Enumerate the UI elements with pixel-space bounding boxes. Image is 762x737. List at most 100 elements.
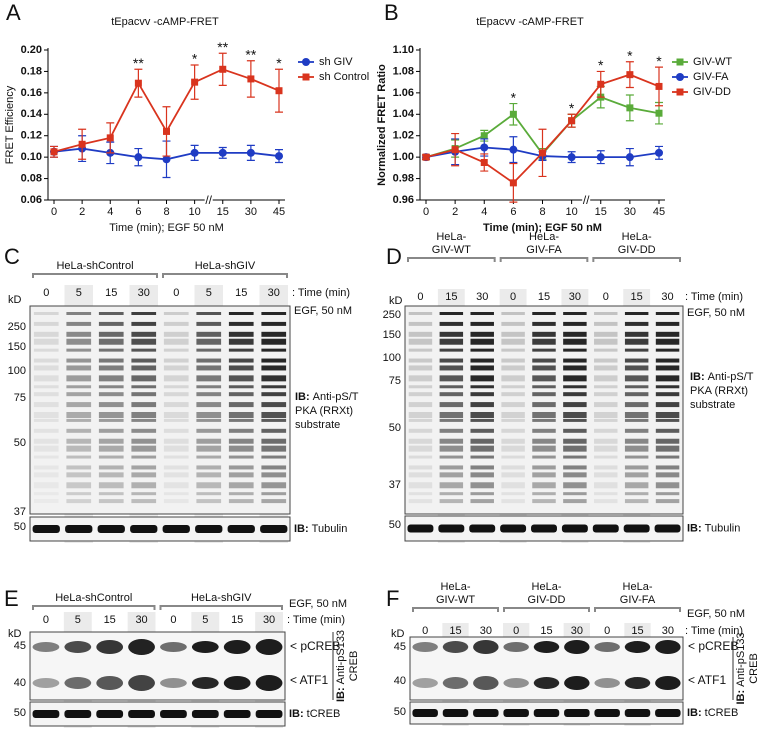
x-tick-label: 6 — [510, 206, 516, 218]
band — [66, 331, 92, 337]
panel-letter: F — [386, 586, 399, 611]
data-point — [246, 148, 255, 157]
band — [655, 465, 680, 470]
band — [532, 472, 556, 478]
data-point — [163, 127, 170, 135]
axis-break-gap — [204, 197, 213, 203]
legend-marker — [302, 73, 310, 81]
lane-label: 30 — [268, 287, 280, 299]
band — [98, 445, 124, 452]
band — [163, 331, 189, 337]
loading-antibody: IB: Tubulin — [294, 523, 347, 535]
antibody-label: substrate — [690, 399, 735, 411]
band — [131, 482, 157, 489]
marker-label: 50 — [389, 422, 401, 434]
band-label: < ATF1 — [688, 673, 726, 687]
band — [408, 412, 433, 418]
band — [163, 418, 189, 422]
band — [196, 358, 222, 363]
loading-band — [191, 710, 219, 718]
band — [470, 418, 494, 422]
group-bracket — [162, 273, 288, 278]
band — [98, 438, 124, 444]
band — [223, 640, 251, 654]
band — [163, 365, 189, 371]
band — [261, 358, 287, 363]
band-label: < pCREB — [290, 639, 340, 653]
loading-band — [223, 710, 251, 718]
band — [470, 465, 494, 470]
band — [96, 640, 124, 654]
band — [408, 385, 433, 389]
band — [228, 492, 254, 496]
band — [128, 639, 155, 655]
band — [228, 358, 254, 363]
y-axis-label: FRET Efficiency — [4, 85, 16, 164]
band — [261, 438, 287, 444]
band — [408, 445, 433, 452]
band — [470, 428, 494, 433]
band — [563, 499, 587, 504]
band — [131, 385, 157, 389]
time-label: : Time (min) — [685, 291, 743, 303]
band — [439, 482, 464, 489]
antibody-label: CREB — [748, 653, 760, 684]
band — [98, 358, 124, 363]
band — [33, 438, 59, 444]
loading-antibody: IB: tCREB — [687, 707, 738, 719]
loading-prefix: IB: — [294, 523, 309, 535]
antibody-line: PKA (RRXt) — [295, 405, 353, 417]
band — [473, 676, 499, 690]
band — [532, 465, 556, 470]
band — [470, 412, 494, 418]
band — [66, 402, 92, 408]
data-point — [134, 153, 143, 162]
group-label: GIV-DD — [618, 244, 656, 256]
band — [655, 428, 680, 433]
loading-band — [442, 709, 469, 717]
band — [624, 402, 649, 408]
band — [33, 472, 59, 478]
group-label: HeLa- — [436, 231, 466, 243]
lane-label: 5 — [202, 614, 208, 626]
band — [563, 402, 587, 408]
band — [131, 348, 157, 352]
band — [196, 385, 222, 389]
band — [439, 492, 464, 496]
band — [594, 358, 618, 363]
group-bracket — [594, 607, 681, 612]
band — [501, 499, 525, 504]
band — [66, 455, 92, 459]
band — [131, 412, 157, 418]
band — [261, 402, 287, 408]
band — [532, 402, 556, 408]
band — [163, 402, 189, 408]
band — [228, 365, 254, 371]
band — [131, 418, 157, 422]
band — [261, 365, 287, 371]
band — [131, 465, 157, 470]
band — [624, 385, 649, 389]
band — [594, 418, 618, 422]
significance-mark: ** — [133, 55, 144, 71]
band — [624, 392, 649, 397]
band — [655, 385, 680, 389]
kd-label: kD — [391, 628, 405, 640]
y-tick-label: 0.14 — [21, 108, 43, 120]
band — [408, 438, 433, 444]
band — [501, 331, 525, 337]
data-point — [626, 104, 634, 112]
band — [439, 348, 464, 352]
lane-label: 5 — [75, 614, 81, 626]
loading-marker: 50 — [14, 707, 26, 719]
marker-label: 150 — [383, 329, 401, 341]
chart-title: tEpacvv -cAMP-FRET — [476, 16, 584, 28]
band — [439, 338, 464, 345]
band — [532, 428, 556, 433]
loading-band — [64, 710, 92, 718]
band — [66, 465, 92, 470]
band — [470, 455, 494, 459]
band — [470, 338, 494, 345]
group-bracket — [499, 257, 589, 262]
band — [160, 678, 187, 688]
